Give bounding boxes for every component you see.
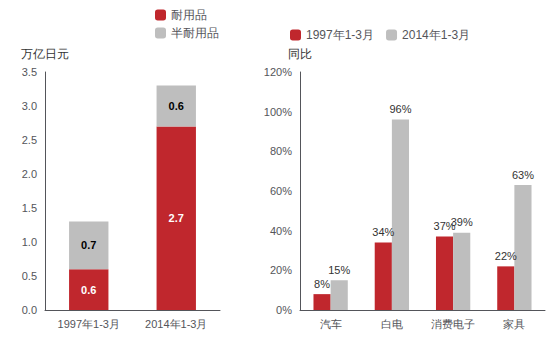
svg-text:2.0: 2.0 — [22, 168, 37, 180]
svg-text:15%: 15% — [328, 264, 350, 276]
svg-text:0%: 0% — [276, 304, 292, 316]
svg-text:0.6: 0.6 — [169, 100, 184, 112]
svg-text:汽车: 汽车 — [320, 318, 342, 330]
svg-text:万亿日元: 万亿日元 — [21, 47, 69, 61]
svg-text:2014年1-3月: 2014年1-3月 — [402, 28, 470, 42]
svg-text:家具: 家具 — [503, 318, 525, 330]
svg-text:100%: 100% — [264, 106, 292, 118]
svg-text:2.5: 2.5 — [22, 134, 37, 146]
svg-text:34%: 34% — [372, 226, 394, 238]
svg-text:0.6: 0.6 — [81, 284, 96, 296]
svg-text:8%: 8% — [314, 278, 330, 290]
svg-text:39%: 39% — [451, 216, 473, 228]
svg-text:0.0: 0.0 — [22, 304, 37, 316]
svg-text:22%: 22% — [495, 250, 517, 262]
svg-text:3.0: 3.0 — [22, 100, 37, 112]
svg-text:1997年1-3月: 1997年1-3月 — [306, 28, 374, 42]
svg-text:3.5: 3.5 — [22, 66, 37, 78]
svg-text:半耐用品: 半耐用品 — [171, 26, 219, 40]
svg-text:37%: 37% — [433, 220, 456, 233]
svg-text:耐用品: 耐用品 — [171, 8, 207, 22]
svg-text:40%: 40% — [270, 225, 292, 237]
svg-text:0.7: 0.7 — [81, 239, 96, 251]
svg-text:120%: 120% — [264, 66, 292, 78]
svg-text:白电: 白电 — [381, 318, 403, 330]
svg-text:2014年1-3月: 2014年1-3月 — [145, 318, 207, 330]
svg-text:60%: 60% — [270, 185, 292, 197]
svg-text:0.5: 0.5 — [22, 270, 37, 282]
svg-text:1.0: 1.0 — [22, 236, 37, 248]
svg-text:63%: 63% — [512, 169, 534, 181]
svg-text:20%: 20% — [270, 264, 292, 276]
svg-text:同比: 同比 — [288, 47, 312, 61]
svg-text:1.5: 1.5 — [22, 202, 37, 214]
svg-text:1997年1-3月: 1997年1-3月 — [58, 318, 120, 330]
svg-text:80%: 80% — [270, 145, 292, 157]
svg-text:2.7: 2.7 — [169, 212, 184, 224]
svg-text:消费电子: 消费电子 — [431, 318, 475, 330]
svg-text:96%: 96% — [389, 103, 411, 115]
